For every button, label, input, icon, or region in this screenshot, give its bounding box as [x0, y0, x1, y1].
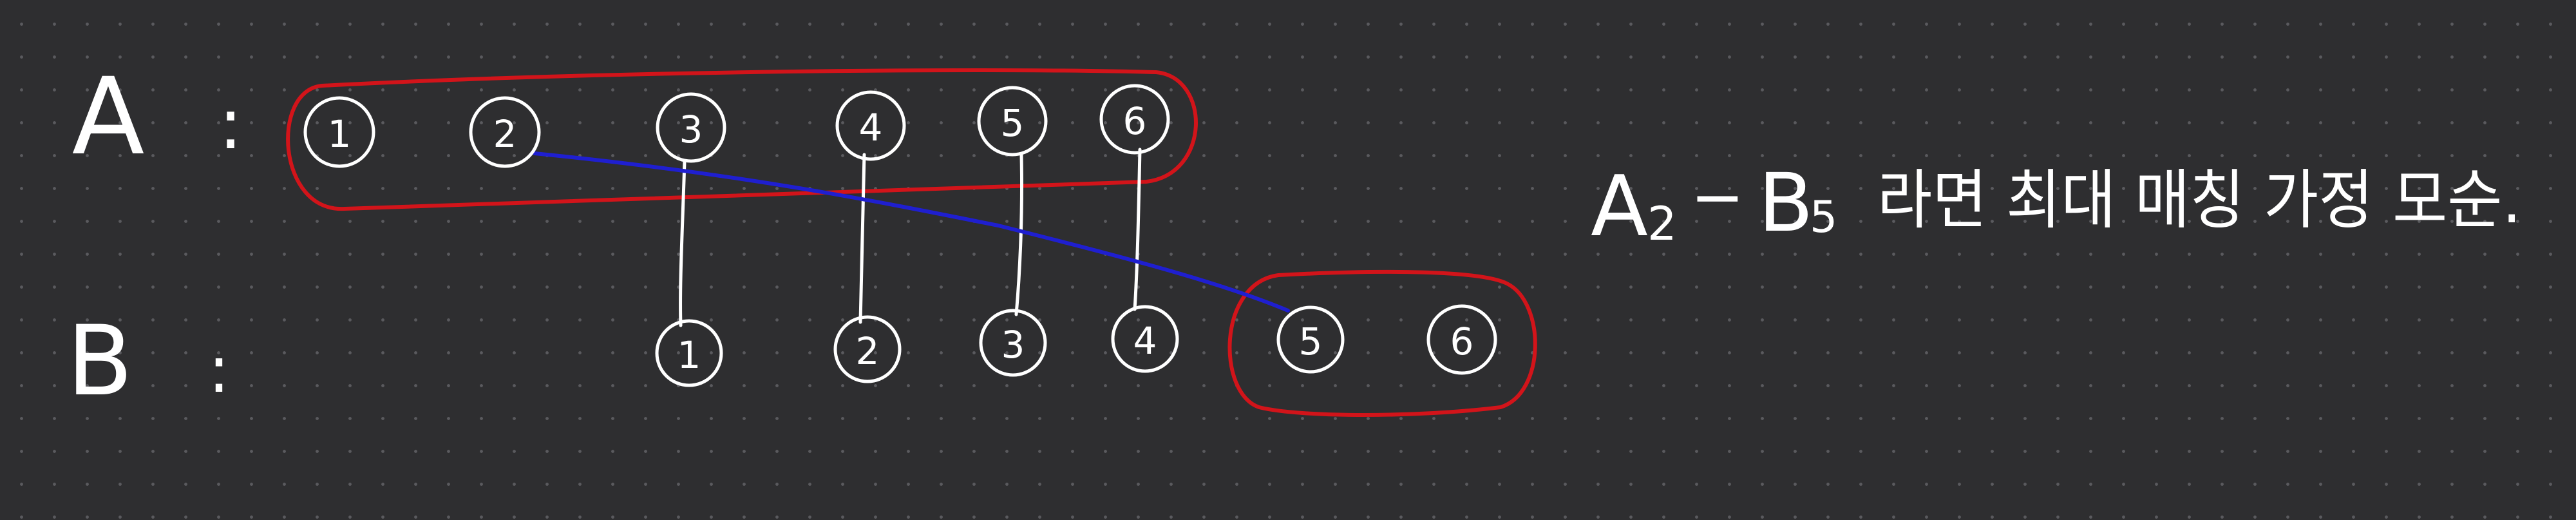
row-a-separator: : [218, 82, 242, 165]
matching-edge-a6-b4 [1133, 148, 1142, 311]
node-b4: 4 [1111, 305, 1179, 373]
node-b3-label: 3 [1001, 323, 1025, 367]
node-b1: 1 [655, 319, 723, 387]
node-a2: 2 [469, 96, 541, 168]
node-a3: 3 [656, 92, 726, 163]
note-a-letter: A [1591, 157, 1648, 255]
contradiction-note: A 2 − B 5 라면 최대 매칭 가정 모순. [1591, 157, 2521, 255]
group-outline-a [286, 68, 1198, 211]
group-outline-b [1227, 269, 1537, 417]
matching-edge-a5-b3 [1014, 153, 1024, 316]
node-a4-label: 4 [859, 106, 883, 149]
note-text: 라면 최대 매칭 가정 모순. [1877, 162, 2521, 238]
node-a6-label: 6 [1123, 99, 1147, 143]
note-b-subscript: 5 [1810, 192, 1837, 243]
assumed-edge-a2-b5 [533, 151, 1290, 313]
node-b6-label: 6 [1450, 320, 1474, 363]
row-b-separator: : [208, 332, 230, 407]
node-b6: 6 [1426, 304, 1497, 375]
note-dash: − [1690, 159, 1745, 235]
node-b2: 2 [833, 315, 902, 383]
node-b5-label: 5 [1299, 320, 1323, 363]
node-b1-label: 1 [677, 333, 701, 377]
node-a5-label: 5 [1001, 101, 1025, 145]
node-b2-label: 2 [856, 329, 880, 373]
node-a2-label: 2 [493, 112, 517, 156]
note-a-subscript: 2 [1647, 197, 1677, 251]
node-b4-label: 4 [1133, 319, 1157, 363]
node-a3-label: 3 [679, 108, 703, 151]
node-a5: 5 [977, 86, 1048, 157]
matching-edge-a4-b2 [858, 153, 866, 324]
row-a-label: A [72, 55, 145, 178]
row-b-label: B [67, 305, 133, 418]
node-a1-label: 1 [328, 112, 352, 156]
matching-edge-a3-b1 [679, 159, 687, 327]
note-b-letter: B [1758, 157, 1814, 250]
node-b3: 3 [979, 309, 1047, 377]
node-a4: 4 [835, 90, 906, 161]
node-a1: 1 [303, 96, 375, 168]
node-b5: 5 [1276, 305, 1345, 374]
node-a6: 6 [1099, 84, 1170, 155]
